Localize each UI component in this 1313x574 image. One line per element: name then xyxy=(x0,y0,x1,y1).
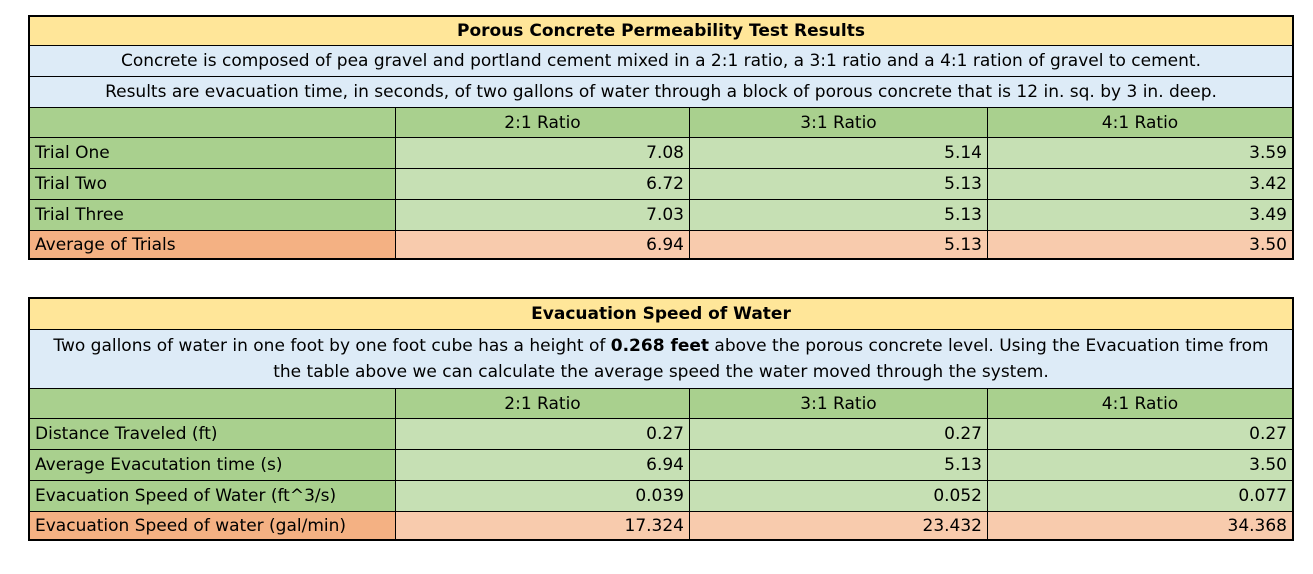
data-cell: 6.94 xyxy=(395,231,689,258)
table-title-row: Evacuation Speed of Water xyxy=(30,299,1292,329)
note-text: Two gallons of water in one foot by one … xyxy=(53,336,611,356)
header-row: 2:1 Ratio 3:1 Ratio 4:1 Ratio xyxy=(30,388,1292,418)
data-cell: 7.08 xyxy=(395,138,689,168)
data-cell: 6.94 xyxy=(395,450,689,480)
data-cell: 3.59 xyxy=(987,138,1292,168)
table-note-row: Two gallons of water in one foot by one … xyxy=(30,329,1292,388)
row-label: Evacuation Speed of water (gal/min) xyxy=(30,512,395,539)
data-cell: 5.13 xyxy=(689,231,987,258)
table-row: Average Evacutation time (s) 6.94 5.13 3… xyxy=(30,449,1292,480)
note-text: above the porous concrete level. Using t… xyxy=(273,336,1269,382)
data-cell: 0.052 xyxy=(689,481,987,511)
header-cell: 4:1 Ratio xyxy=(987,389,1292,418)
average-row: Average of Trials 6.94 5.13 3.50 xyxy=(30,230,1292,258)
row-label: Evacuation Speed of Water (ft^3/s) xyxy=(30,481,395,511)
header-cell: 3:1 Ratio xyxy=(689,108,987,137)
header-cell xyxy=(30,108,395,137)
data-cell: 0.27 xyxy=(395,419,689,449)
data-cell: 5.13 xyxy=(689,169,987,199)
table-title-row: Porous Concrete Permeability Test Result… xyxy=(30,17,1292,45)
header-cell: 3:1 Ratio xyxy=(689,389,987,418)
table-note-row: Concrete is composed of pea gravel and p… xyxy=(30,45,1292,76)
table-row: Trial Three 7.03 5.13 3.49 xyxy=(30,199,1292,230)
table-note-row: Results are evacuation time, in seconds,… xyxy=(30,76,1292,107)
data-cell: 34.368 xyxy=(987,512,1292,539)
data-cell: 5.14 xyxy=(689,138,987,168)
header-cell: 4:1 Ratio xyxy=(987,108,1292,137)
note-highlight: 0.268 feet xyxy=(610,336,710,356)
data-cell: 0.27 xyxy=(689,419,987,449)
table-note: Two gallons of water in one foot by one … xyxy=(30,330,1292,388)
data-cell: 7.03 xyxy=(395,200,689,230)
data-cell: 6.72 xyxy=(395,169,689,199)
data-cell: 0.039 xyxy=(395,481,689,511)
data-cell: 3.50 xyxy=(987,450,1292,480)
permeability-results-table: Porous Concrete Permeability Test Result… xyxy=(28,15,1294,260)
table-row: Distance Traveled (ft) 0.27 0.27 0.27 xyxy=(30,418,1292,449)
header-cell: 2:1 Ratio xyxy=(395,389,689,418)
table-row: Evacuation Speed of Water (ft^3/s) 0.039… xyxy=(30,480,1292,511)
data-cell: 5.13 xyxy=(689,450,987,480)
header-cell: 2:1 Ratio xyxy=(395,108,689,137)
data-cell: 23.432 xyxy=(689,512,987,539)
row-label: Average Evacutation time (s) xyxy=(30,450,395,480)
table-title: Evacuation Speed of Water xyxy=(30,299,1292,329)
data-cell: 0.077 xyxy=(987,481,1292,511)
row-label: Trial One xyxy=(30,138,395,168)
data-cell: 17.324 xyxy=(395,512,689,539)
data-cell: 3.49 xyxy=(987,200,1292,230)
row-label: Trial Three xyxy=(30,200,395,230)
table-title: Porous Concrete Permeability Test Result… xyxy=(30,17,1292,45)
table-row: Trial Two 6.72 5.13 3.42 xyxy=(30,168,1292,199)
table-note: Concrete is composed of pea gravel and p… xyxy=(30,46,1292,76)
header-cell xyxy=(30,389,395,418)
data-cell: 3.50 xyxy=(987,231,1292,258)
row-label: Distance Traveled (ft) xyxy=(30,419,395,449)
data-cell: 5.13 xyxy=(689,200,987,230)
data-cell: 3.42 xyxy=(987,169,1292,199)
row-label: Average of Trials xyxy=(30,231,395,258)
data-cell: 0.27 xyxy=(987,419,1292,449)
result-row: Evacuation Speed of water (gal/min) 17.3… xyxy=(30,511,1292,539)
table-note: Results are evacuation time, in seconds,… xyxy=(30,77,1292,107)
table-row: Trial One 7.08 5.14 3.59 xyxy=(30,137,1292,168)
evacuation-speed-table: Evacuation Speed of Water Two gallons of… xyxy=(28,297,1294,541)
row-label: Trial Two xyxy=(30,169,395,199)
header-row: 2:1 Ratio 3:1 Ratio 4:1 Ratio xyxy=(30,107,1292,137)
